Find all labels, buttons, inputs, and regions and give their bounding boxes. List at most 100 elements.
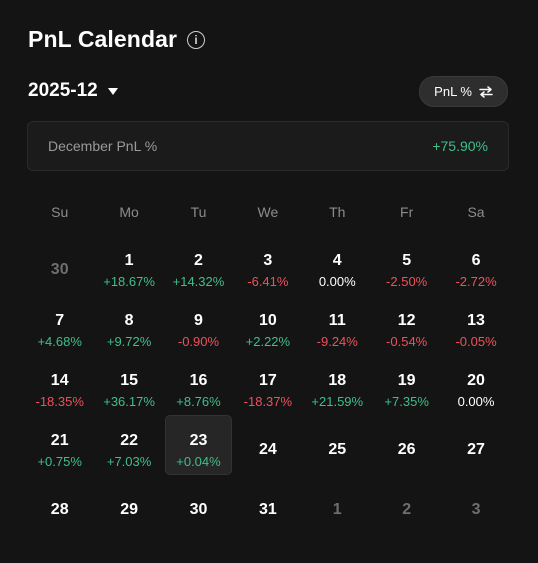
- day-number: 23: [189, 431, 208, 449]
- day-pnl-value: -18.35%: [35, 393, 84, 409]
- calendar-day[interactable]: 18 +21.59%: [303, 360, 372, 420]
- calendar-day[interactable]: 9 -0.90%: [164, 300, 233, 360]
- day-number: 25: [328, 441, 347, 458]
- calendar-day[interactable]: 31: [233, 480, 302, 540]
- calendar-day[interactable]: 20 0.00%: [441, 360, 510, 420]
- day-number: 16: [189, 371, 208, 389]
- calendar-day[interactable]: 4 0.00%: [303, 240, 372, 300]
- calendar-day[interactable]: 2 +14.32%: [164, 240, 233, 300]
- day-number: 14: [50, 371, 69, 389]
- calendar-day[interactable]: 1 +18.67%: [94, 240, 163, 300]
- weekday-label: Tu: [190, 204, 207, 220]
- calendar-day[interactable]: 12 -0.54%: [372, 300, 441, 360]
- calendar-day[interactable]: 16 +8.76%: [164, 360, 233, 420]
- calendar-day[interactable]: 2: [372, 480, 441, 540]
- calendar-weeks: 30 1 +18.67% 2 +14.32% 3 -6.41% 4 0.00% 5 -2.50% 6 -…: [25, 240, 511, 540]
- calendar-day[interactable]: 30: [164, 480, 233, 540]
- day-pnl-value: -6.41%: [247, 273, 289, 289]
- pnl-mode-toggle[interactable]: PnL %: [419, 76, 508, 107]
- day-number: 3: [471, 501, 481, 518]
- day-number: 6: [471, 251, 481, 269]
- summary-label: December PnL %: [48, 138, 158, 154]
- day-number: 13: [467, 311, 485, 329]
- day-number: 27: [467, 441, 485, 458]
- day-pnl-value: +0.04%: [176, 453, 221, 469]
- calendar-day[interactable]: 1: [303, 480, 372, 540]
- calendar-day[interactable]: 28: [25, 480, 94, 540]
- weekday-header: Su Mo Tu We Th Fr Sa: [25, 196, 511, 228]
- calendar-day-selected[interactable]: 23 +0.04%: [164, 415, 233, 480]
- swap-arrows-icon: [479, 85, 493, 98]
- day-number: 7: [55, 311, 65, 329]
- day-pnl-value: +9.72%: [106, 333, 152, 349]
- day-pnl-value: 0.00%: [318, 273, 356, 289]
- calendar-grid: Su Mo Tu We Th Fr Sa 30 1 +18.67% 2 +14.32% 3 -6.41%…: [25, 196, 511, 540]
- day-number: 21: [50, 431, 69, 449]
- calendar-day[interactable]: 21 +0.75%: [25, 420, 94, 480]
- day-number: 19: [397, 371, 416, 389]
- calendar-day[interactable]: 7 +4.68%: [25, 300, 94, 360]
- day-number: 5: [402, 251, 412, 269]
- calendar-day[interactable]: 13 -0.05%: [441, 300, 510, 360]
- day-pnl-value: +36.17%: [103, 393, 155, 409]
- day-number: 24: [258, 441, 277, 458]
- calendar-day[interactable]: 10 +2.22%: [233, 300, 302, 360]
- day-number: 8: [124, 311, 134, 329]
- calendar-week-row: 30 1 +18.67% 2 +14.32% 3 -6.41% 4 0.00% 5 -2.50% 6 -…: [25, 240, 511, 300]
- calendar-day[interactable]: 24: [233, 420, 302, 480]
- day-number: 30: [50, 261, 69, 278]
- day-number: 29: [120, 501, 138, 518]
- day-pnl-value: -18.37%: [243, 393, 293, 409]
- day-pnl-value: -0.05%: [455, 333, 497, 349]
- calendar-day[interactable]: 27: [441, 420, 510, 480]
- month-selector-value: 2025-12: [28, 80, 98, 101]
- calendar-day[interactable]: 3 -6.41%: [233, 240, 302, 300]
- calendar-day[interactable]: 5 -2.50%: [372, 240, 441, 300]
- month-summary: December PnL % +75.90%: [27, 121, 509, 171]
- month-selector[interactable]: 2025-12: [28, 80, 118, 102]
- calendar-day[interactable]: 11 -9.24%: [303, 300, 372, 360]
- day-pnl-value: +18.67%: [103, 273, 155, 289]
- calendar-week-row: 7 +4.68% 8 +9.72% 9 -0.90% 10 +2.22% 11 -9.24% 12 -…: [25, 300, 511, 360]
- info-icon[interactable]: i: [187, 30, 206, 49]
- day-number: 30: [189, 501, 208, 518]
- day-number: 10: [258, 311, 277, 329]
- day-pnl-value: +4.68%: [37, 333, 82, 349]
- calendar-day[interactable]: 6 -2.72%: [441, 240, 510, 300]
- calendar-day[interactable]: 22 +7.03%: [94, 420, 163, 480]
- calendar-day[interactable]: 17 -18.37%: [233, 360, 302, 420]
- calendar-day[interactable]: 8 +9.72%: [94, 300, 163, 360]
- calendar-day[interactable]: 25: [303, 420, 372, 480]
- calendar-week-row: 14 -18.35% 15 +36.17% 16 +8.76% 17 -18.37% 18 +21…: [25, 360, 511, 420]
- day-number: 1: [124, 251, 134, 269]
- day-number: 31: [258, 501, 277, 518]
- calendar-day[interactable]: 19 +7.35%: [372, 360, 441, 420]
- caret-down-icon: [107, 87, 118, 95]
- day-number: 1: [332, 501, 342, 518]
- calendar-day[interactable]: 14 -18.35%: [25, 360, 94, 420]
- header: PnL Calendar i: [28, 26, 206, 53]
- day-number: 4: [332, 251, 342, 269]
- calendar-day[interactable]: 26: [372, 420, 441, 480]
- day-pnl-value: +7.35%: [384, 393, 429, 409]
- calendar-day[interactable]: 30: [25, 240, 94, 300]
- day-pnl-value: +7.03%: [106, 453, 152, 469]
- day-pnl-value: 0.00%: [457, 393, 495, 409]
- day-pnl-value: +2.22%: [245, 333, 291, 349]
- day-number: 3: [263, 251, 273, 269]
- calendar-day[interactable]: 15 +36.17%: [94, 360, 163, 420]
- day-number: 2: [194, 251, 203, 269]
- day-number: 20: [467, 371, 485, 389]
- calendar-day[interactable]: 29: [94, 480, 163, 540]
- day-number: 18: [328, 371, 347, 389]
- day-pnl-value: +0.75%: [37, 453, 82, 469]
- day-pnl-value: +8.76%: [176, 393, 221, 409]
- day-number: 26: [397, 441, 416, 458]
- day-pnl-value: -0.90%: [177, 333, 220, 349]
- calendar-day[interactable]: 3: [441, 480, 510, 540]
- day-number: 15: [120, 371, 138, 389]
- day-pnl-value: -2.72%: [455, 273, 497, 289]
- weekday-label: Su: [51, 204, 69, 220]
- weekday-label: We: [257, 204, 279, 220]
- day-pnl-value: +21.59%: [311, 393, 364, 409]
